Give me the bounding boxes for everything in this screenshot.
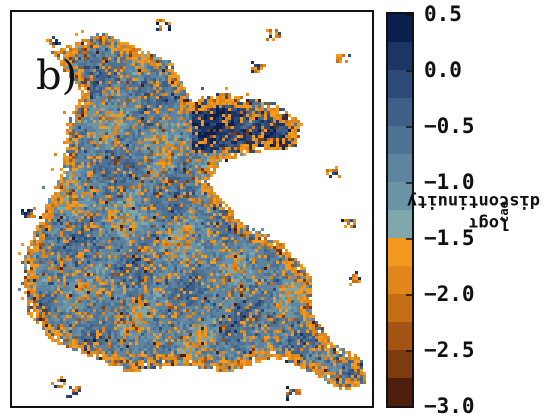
colorbar-swatch: [388, 14, 412, 43]
colorbar-tick-label: −2.0: [424, 282, 475, 306]
colorbar-swatch: [388, 182, 412, 211]
discontinuity-map: [12, 12, 372, 406]
colorbar-swatch: [388, 210, 412, 239]
colorbar-swatch: [388, 70, 412, 99]
colorbar-swatch: [388, 350, 412, 379]
colorbar-swatch: [388, 42, 412, 71]
colorbar-tick-label: −1.5: [424, 226, 475, 250]
colorbar-swatch: [388, 378, 412, 406]
colorbar-swatch: [388, 98, 412, 127]
map-panel: b): [10, 10, 374, 408]
colorbar-tick-label: −0.5: [424, 114, 475, 138]
colorbar-swatches: [388, 14, 412, 406]
colorbar-swatch: [388, 294, 412, 323]
colorbar-tick-label: −2.5: [424, 338, 475, 362]
colorbar-swatch: [388, 322, 412, 351]
colorbar: [386, 12, 414, 408]
colorbar-swatch: [388, 238, 412, 267]
colorbar-tick-label: 0.0: [424, 58, 462, 82]
colorbar-swatch: [388, 126, 412, 155]
colorbar-swatch: [388, 154, 412, 183]
colorbar-tick-label: −3.0: [424, 394, 475, 418]
colorbar-swatch: [388, 266, 412, 295]
panel-label: b): [36, 53, 78, 99]
colorbar-tick-label: −1.0: [424, 170, 475, 194]
colorbar-tick-label: 0.5: [424, 2, 462, 26]
